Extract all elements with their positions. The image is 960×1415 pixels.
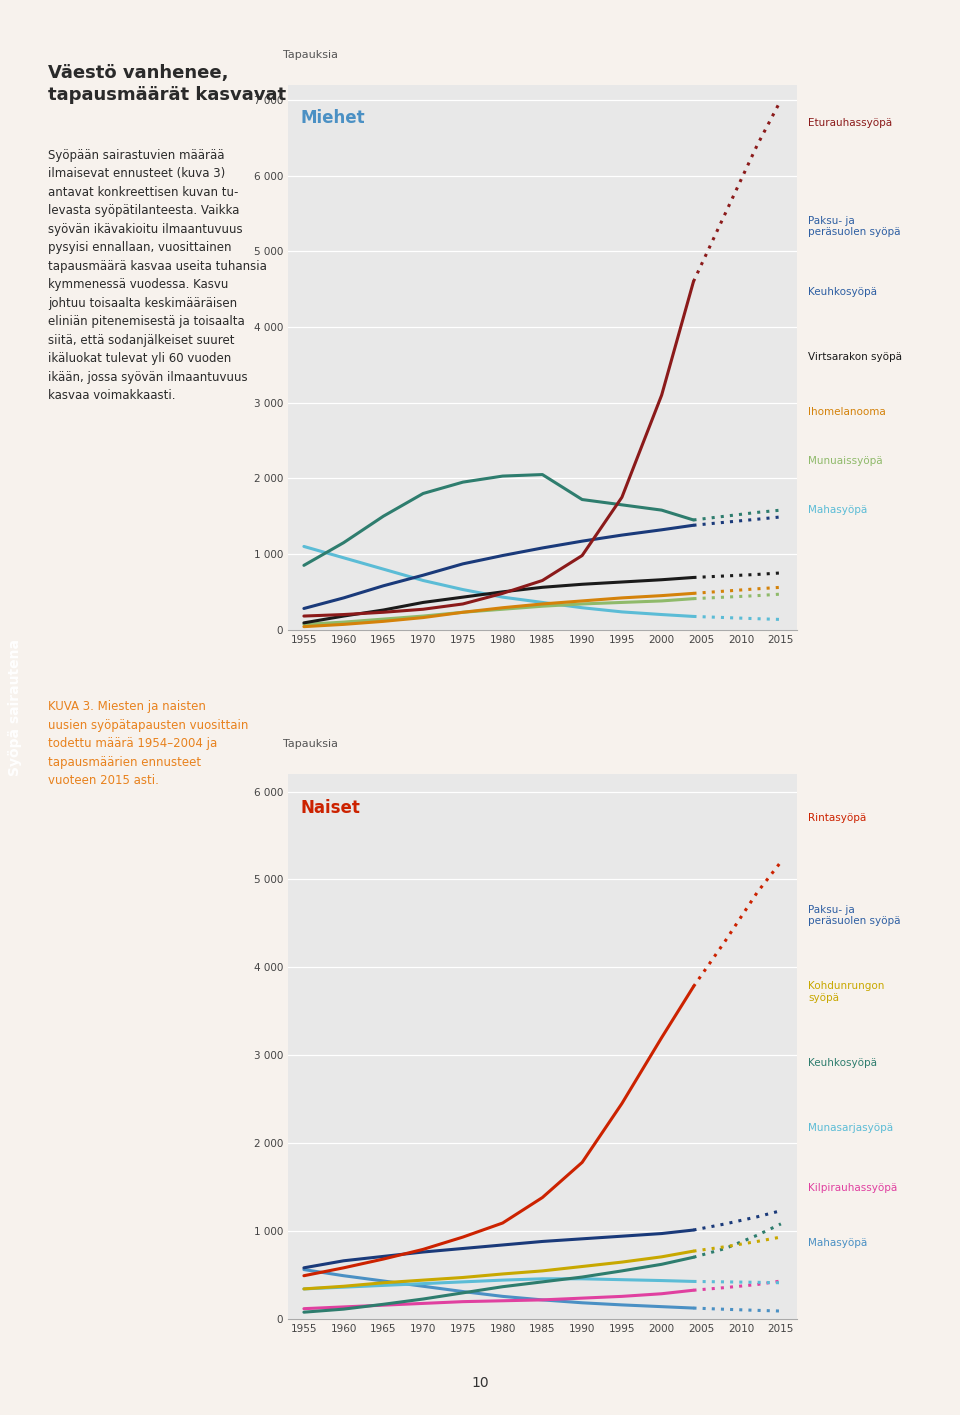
Text: Kilpirauhassyöpä: Kilpirauhassyöpä bbox=[808, 1183, 898, 1193]
Text: Ihomelanooma: Ihomelanooma bbox=[808, 406, 886, 417]
Text: Paksu- ja
peräsuolen syöpä: Paksu- ja peräsuolen syöpä bbox=[808, 215, 900, 238]
Text: Kohdunrungon
syöpä: Kohdunrungon syöpä bbox=[808, 981, 885, 1003]
Text: Virtsarakon syöpä: Virtsarakon syöpä bbox=[808, 352, 902, 362]
Text: Syöpään sairastuvien määrää
ilmaisevat ennusteet (kuva 3)
antavat konkreettisen : Syöpään sairastuvien määrää ilmaisevat e… bbox=[48, 149, 267, 402]
Text: Paksu- ja
peräsuolen syöpä: Paksu- ja peräsuolen syöpä bbox=[808, 904, 900, 927]
Text: Miehet: Miehet bbox=[300, 109, 366, 127]
Text: Keuhkosyöpä: Keuhkosyöpä bbox=[808, 287, 877, 297]
Text: Munuaissyöpä: Munuaissyöpä bbox=[808, 456, 883, 466]
Text: Rintasyöpä: Rintasyöpä bbox=[808, 812, 867, 822]
Text: Munasarjasyöpä: Munasarjasyöpä bbox=[808, 1124, 894, 1133]
Text: Väestö vanhenee,
tapausmäärät kasvavat: Väestö vanhenee, tapausmäärät kasvavat bbox=[48, 64, 286, 103]
Text: Keuhkosyöpä: Keuhkosyöpä bbox=[808, 1058, 877, 1068]
Text: Tapauksia: Tapauksia bbox=[283, 51, 338, 61]
Text: Syöpä sairautena: Syöpä sairautena bbox=[9, 640, 22, 775]
Text: Mahasyöpä: Mahasyöpä bbox=[808, 1238, 868, 1248]
Text: KUVA 3. Miesten ja naisten
uusien syöpätapausten vuosittain
todettu määrä 1954–2: KUVA 3. Miesten ja naisten uusien syöpät… bbox=[48, 700, 249, 787]
Text: 10: 10 bbox=[471, 1375, 489, 1390]
Text: Naiset: Naiset bbox=[300, 798, 361, 816]
Text: Mahasyöpä: Mahasyöpä bbox=[808, 505, 868, 515]
Text: Tapauksia: Tapauksia bbox=[283, 740, 338, 750]
Text: Eturauhassyöpä: Eturauhassyöpä bbox=[808, 117, 893, 127]
